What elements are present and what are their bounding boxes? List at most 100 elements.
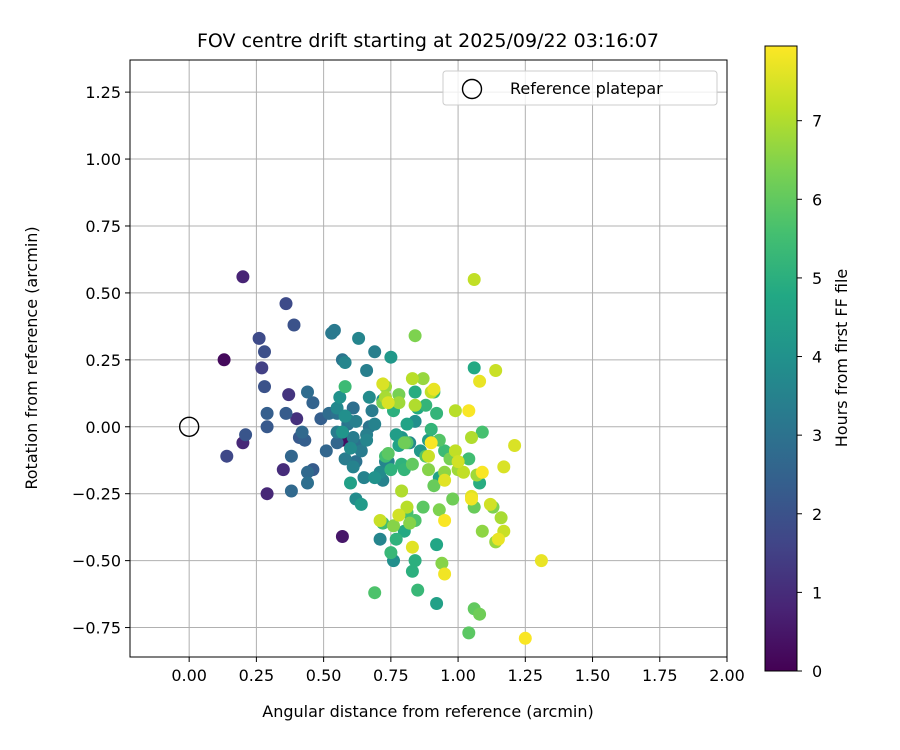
data-point [430, 538, 444, 552]
colorbar-tick-label: 0 [812, 662, 822, 681]
y-axis-label: Rotation from reference (arcmin) [22, 226, 41, 489]
data-point [344, 476, 357, 490]
data-point [301, 465, 314, 479]
data-point [448, 404, 462, 418]
data-point [395, 484, 409, 498]
data-point [282, 388, 296, 402]
data-point [422, 449, 435, 463]
data-point [432, 503, 446, 517]
data-point [508, 439, 522, 452]
data-point [462, 404, 476, 418]
data-point [416, 372, 430, 386]
data-point [430, 406, 444, 420]
colorbar-ticks: 0 1 2 3 4 5 6 7 [797, 112, 822, 681]
data-point [400, 500, 414, 514]
data-point [392, 396, 406, 410]
x-axis-ticks: 0.00 0.25 0.50 0.75 1.00 1.25 1.50 1.75 2.00 [171, 657, 745, 685]
colorbar-tick-label: 1 [812, 583, 822, 602]
data-point [400, 417, 414, 431]
data-point [290, 412, 304, 426]
data-point [405, 457, 419, 471]
data-point [368, 471, 382, 485]
data-point [344, 441, 357, 455]
data-point [365, 404, 379, 418]
data-point [473, 374, 487, 388]
data-point [330, 401, 344, 415]
data-point [491, 532, 505, 546]
x-tick-label: 0.75 [373, 666, 409, 685]
data-point [419, 398, 433, 412]
data-point [335, 425, 349, 439]
data-points [217, 270, 548, 645]
x-axis-label: Angular distance from reference (arcmin) [262, 702, 593, 721]
data-point [387, 519, 400, 533]
y-tick-label: −0.25 [72, 485, 121, 504]
data-point [284, 449, 298, 463]
data-point [424, 436, 438, 450]
y-axis-ticks: −0.75 −0.50 −0.25 0.00 0.25 0.50 0.75 1.00 1.25 [72, 83, 130, 638]
data-point [405, 540, 419, 554]
data-point [389, 532, 403, 546]
colorbar-gradient [764, 45, 798, 672]
plot-frame [129, 59, 728, 658]
data-point [427, 382, 441, 396]
data-point [384, 350, 398, 364]
y-tick-label: 0.75 [85, 217, 121, 236]
data-point [475, 425, 489, 439]
data-point [338, 356, 352, 369]
data-point [405, 564, 419, 578]
data-point [338, 380, 352, 394]
x-tick-label: 0.25 [239, 666, 275, 685]
data-point [376, 377, 390, 391]
data-point [217, 353, 231, 367]
data-point [258, 345, 271, 359]
data-point [306, 396, 320, 410]
data-point [438, 514, 452, 527]
data-point [457, 465, 470, 479]
colorbar: 0 1 2 3 4 5 6 7 Hours from first FF file [764, 45, 851, 681]
x-tick-label: 1.00 [440, 666, 476, 685]
data-point [462, 626, 476, 640]
data-point [252, 331, 266, 345]
x-tick-label: 0.50 [306, 666, 342, 685]
data-point [473, 607, 487, 621]
data-point [408, 329, 422, 343]
data-point [416, 500, 430, 514]
data-point [279, 406, 293, 420]
legend-label: Reference platepar [510, 79, 663, 98]
data-point [360, 433, 374, 447]
data-point [357, 471, 371, 485]
data-point [338, 452, 352, 466]
data-point [427, 479, 441, 493]
colorbar-tick-label: 6 [812, 190, 822, 209]
data-point [349, 414, 363, 428]
data-point [381, 447, 395, 460]
legend-box [442, 70, 718, 106]
data-point [389, 428, 403, 442]
data-point [346, 460, 360, 474]
data-point [255, 361, 269, 375]
x-tick-label: 1.75 [642, 666, 678, 685]
data-point [368, 417, 382, 431]
data-point [220, 449, 234, 463]
data-point [258, 380, 271, 394]
data-point [346, 401, 360, 415]
grid-lines [130, 60, 728, 657]
colorbar-label: Hours from first FF file [832, 269, 851, 448]
data-point [301, 385, 314, 399]
data-point [465, 431, 478, 444]
data-point [397, 436, 411, 450]
data-point [239, 428, 253, 442]
data-point [384, 463, 398, 477]
data-point [424, 422, 438, 436]
data-point [284, 484, 298, 498]
data-point [236, 270, 250, 284]
y-tick-label: 1.00 [85, 150, 121, 169]
data-point [448, 444, 462, 458]
data-point [373, 514, 387, 527]
data-point [260, 487, 274, 501]
data-point [330, 436, 344, 450]
data-point [494, 511, 508, 525]
data-point [373, 532, 387, 546]
data-point [475, 524, 489, 538]
